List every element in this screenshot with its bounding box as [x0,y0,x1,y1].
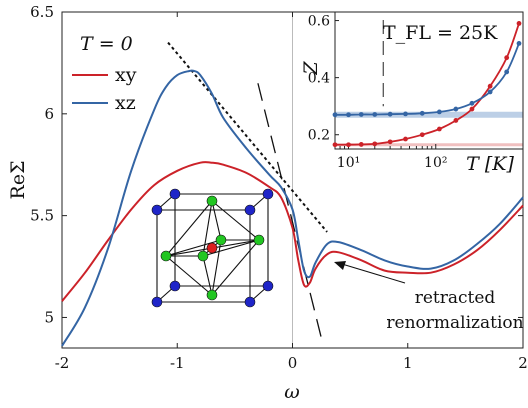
main-guides [167,41,328,338]
lattice-face-atom [215,234,227,246]
inset-point-xz [372,112,378,117]
lattice-edge [165,239,222,257]
inset-point-xy [436,126,442,132]
lattice-center-atom [206,242,218,254]
main-ticks: -2 -1 0 1 2 5 5.5 6 6.5 [30,3,528,372]
inset-point-xz [453,106,459,112]
inset-x-axis-label: T [K] [466,153,514,175]
inset-point-xy [387,139,393,145]
lattice-corner-atom [244,296,256,308]
x-axis-label: ω [284,381,300,403]
lattice-corner-atom [262,188,274,200]
legend: xy xz [72,64,137,114]
lattice-face-atom [206,195,218,207]
inset-frame [334,11,524,150]
inset-x-tick-label: 10¹ [337,155,360,171]
inset-point-xy [403,136,408,142]
inset-y-tick-label: 0.2 [308,128,330,144]
inset-point-xz [358,112,364,117]
main-series [61,69,524,347]
legend-label-xy: xy [115,64,137,86]
lattice-corner-atom [169,188,181,200]
lattice-edge [211,239,222,296]
lattice-edge [202,200,213,257]
inset-tfl-annotation: T_FL = 25K [383,22,498,44]
x-tick-label: 0 [288,354,298,372]
inset-x-tick-label: 10² [424,155,447,171]
lattice-edge [202,239,260,257]
lattice-face-atom [197,250,209,262]
inset-point-xy [419,132,425,138]
lattice-edge [211,239,260,296]
annotation-line-1: retracted [415,288,496,308]
x-tick-label: -1 [170,354,185,372]
dashed-guide-line [257,83,322,338]
inset-series [332,21,522,148]
lattice-corner-atom [262,280,274,292]
lattice-corner-atom [244,204,256,216]
inset-point-xz [504,69,510,75]
inset-y-tick-label: 0.6 [308,14,330,30]
inset-point-xz [436,109,442,115]
inset-point-xy [487,83,493,89]
inset-point-xy [453,118,459,123]
inset-point-xz [332,112,338,118]
lattice-edge [165,255,213,296]
lattice-edge [211,200,222,241]
inset-point-xz [403,111,408,117]
y-tick-label: 5.5 [30,207,54,225]
lattice-diagram [151,188,274,308]
inset-point-xz [469,100,475,106]
lattice-edge [211,200,260,241]
inset-point-xy [372,141,378,147]
x-tick-label: 2 [518,354,528,372]
inset-point-xy [516,21,522,26]
y-tick-label: 6.5 [30,3,54,21]
lattice-corner-atom [169,280,181,292]
series-line-xz [61,69,524,347]
y-tick-label: 5 [44,308,54,326]
inset-point-xz [487,89,493,95]
inset-background [335,12,523,149]
inset-ticks: 0.2 0.4 0.6 10¹ 10² [308,14,448,171]
dotted-guide-line [167,41,328,233]
x-tick-label: 1 [403,354,413,372]
lattice-corner-atom [151,204,163,216]
annotation-arrow [334,261,406,284]
inset-point-xy [504,55,510,61]
lattice-edge [202,255,213,296]
lattice-edge [165,200,213,257]
legend-label-xz: xz [115,92,136,114]
inset-point-xz [516,40,522,46]
lattice-face-atom [160,250,172,262]
lattice-face-atom [253,234,265,246]
inset-point-xz [346,112,351,118]
inset-point-xy [358,142,364,147]
series-line-xy [61,161,524,302]
inset-point-xz [387,111,393,117]
lattice-corner-atom [151,296,163,308]
y-tick-label: 6 [44,105,54,123]
inset-y-axis-label: Z [300,61,322,76]
lattice-face-atom [206,289,218,301]
inset-point-xy [332,142,338,148]
x-tick-label: -2 [55,354,70,372]
annotation-line-2: renormalization [386,313,523,333]
inset-point-xy [469,106,475,112]
inset-y-tick-label: 0.4 [308,71,330,87]
y-axis-label: ReΣ [7,161,29,200]
inset-point-xy [346,142,351,148]
temperature-annotation: T = 0 [80,33,133,55]
inset-point-xz [419,110,425,116]
